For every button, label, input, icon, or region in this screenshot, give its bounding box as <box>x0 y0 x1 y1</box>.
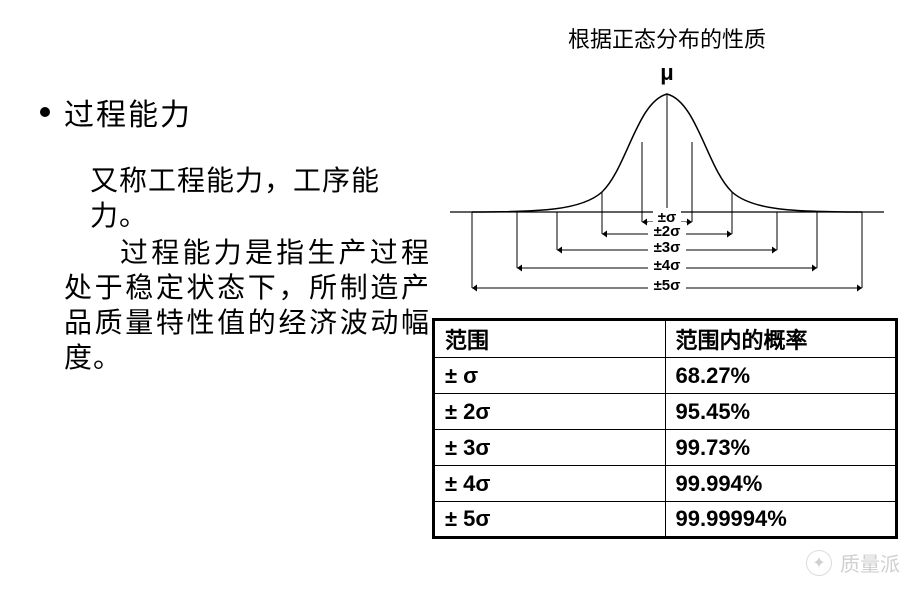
table-row: ± σ 68.27% <box>434 358 897 394</box>
svg-text:±3σ: ±3σ <box>654 239 681 256</box>
bullet-icon <box>40 107 50 117</box>
svg-text:±2σ: ±2σ <box>654 223 681 240</box>
table-cell: ± 2σ <box>434 394 666 430</box>
table-row: ± 3σ 99.73% <box>434 430 897 466</box>
table-cell: ± 3σ <box>434 430 666 466</box>
diagram-caption: 根据正态分布的性质 <box>432 22 902 54</box>
table-header-row: 范围 范围内的概率 <box>434 320 897 358</box>
table-cell: 99.994% <box>665 466 897 502</box>
right-column: 根据正态分布的性质 μ ±σ±2σ±3σ±4σ±5σ 范围 范围内的概率 ± σ… <box>432 22 902 539</box>
heading: 过程能力 <box>64 90 192 134</box>
paragraph-2: 过程能力是指生产过程处于稳定状态下，所制造产品质量特性值的经济波动幅度。 <box>64 236 430 376</box>
paragraph-1: 又称工程能力，工序能力。 <box>90 164 430 234</box>
table-row: ± 2σ 95.45% <box>434 394 897 430</box>
table-cell: 99.73% <box>665 430 897 466</box>
table-row: ± 4σ 99.994% <box>434 466 897 502</box>
probability-table: 范围 范围内的概率 ± σ 68.27% ± 2σ 95.45% ± 3σ 99… <box>432 318 898 539</box>
wechat-icon: ✦ <box>806 550 832 576</box>
heading-row: 过程能力 <box>40 90 430 134</box>
table-header: 范围 <box>434 320 666 358</box>
table-row: ± 5σ 99.99994% <box>434 502 897 538</box>
table-header: 范围内的概率 <box>665 320 897 358</box>
watermark: ✦ 质量派 <box>806 548 900 577</box>
table-cell: ± σ <box>434 358 666 394</box>
watermark-text: 质量派 <box>840 548 900 577</box>
table-cell: 95.45% <box>665 394 897 430</box>
normal-distribution-diagram: ±σ±2σ±3σ±4σ±5σ <box>432 82 902 312</box>
svg-text:±4σ: ±4σ <box>654 257 681 274</box>
table-cell: 68.27% <box>665 358 897 394</box>
left-column: 过程能力 又称工程能力，工序能力。 过程能力是指生产过程处于稳定状态下，所制造产… <box>40 90 430 376</box>
svg-text:±5σ: ±5σ <box>654 277 681 294</box>
table-cell: ± 4σ <box>434 466 666 502</box>
table-cell: 99.99994% <box>665 502 897 538</box>
table-cell: ± 5σ <box>434 502 666 538</box>
